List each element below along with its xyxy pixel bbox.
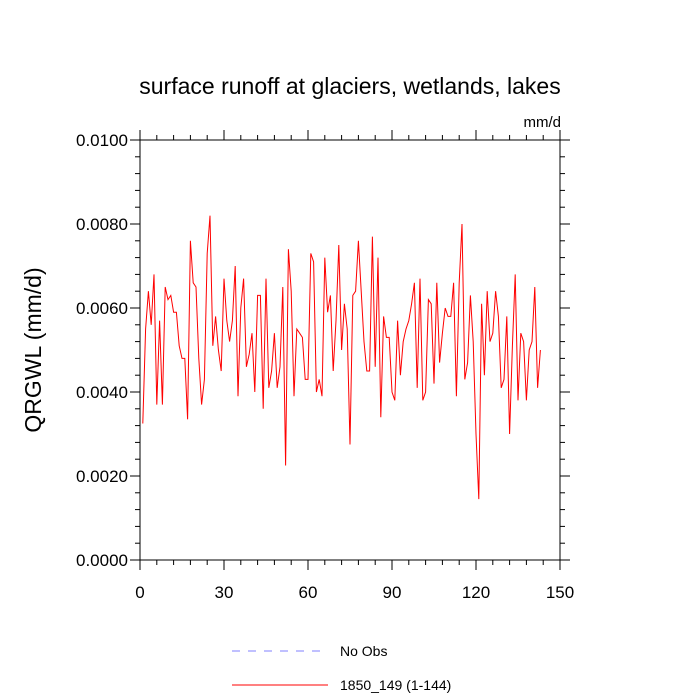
x-tick-label: 90 — [383, 583, 402, 602]
x-tick-label: 30 — [215, 583, 234, 602]
x-tick-label: 120 — [462, 583, 490, 602]
y-tick-label: 0.0080 — [76, 215, 128, 234]
series-layer — [142, 215, 541, 500]
y-tick-label: 0.0100 — [76, 131, 128, 150]
y-tick-label: 0.0020 — [76, 467, 128, 486]
legend: No Obs 1850_149 (1-144) — [232, 643, 451, 693]
y-axis-label: QRGWL (mm/d) — [20, 267, 46, 432]
axis-tick-labels: 0 30 60 90 120 150 0.0000 0.0020 0.0040 0.0060 0.0… — [76, 131, 574, 602]
series-line — [142, 215, 541, 500]
legend-label: 1850_149 (1-144) — [340, 677, 451, 693]
y-tick-label: 0.0060 — [76, 299, 128, 318]
y-tick-label: 0.0040 — [76, 383, 128, 402]
x-tick-label: 60 — [299, 583, 318, 602]
units-label: mm/d — [524, 114, 562, 131]
axis-ticks — [130, 130, 570, 570]
legend-label: No Obs — [340, 643, 387, 659]
x-tick-label: 0 — [135, 583, 144, 602]
chart-title: surface runoff at glaciers, wetlands, la… — [139, 73, 560, 99]
x-tick-label: 150 — [546, 583, 574, 602]
plot-frame — [139, 139, 561, 561]
y-tick-label: 0.0000 — [76, 551, 128, 570]
